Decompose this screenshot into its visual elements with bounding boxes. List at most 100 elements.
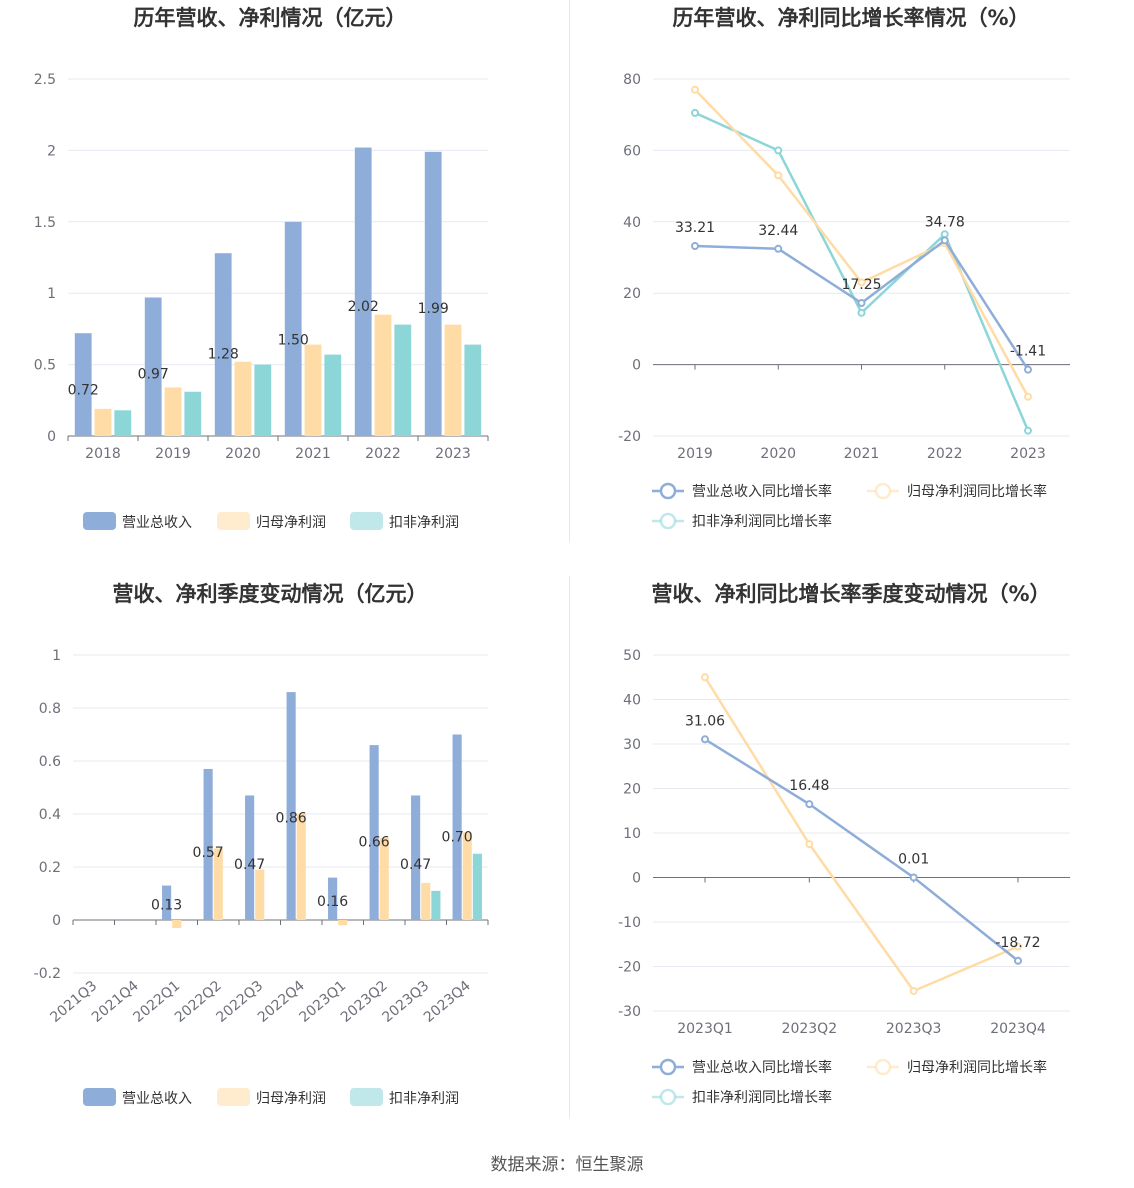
bar-deducted-profit[interactable] <box>324 354 342 436</box>
series-point[interactable] <box>701 673 709 682</box>
bar-deducted-profit[interactable] <box>184 391 202 436</box>
series-line-2[interactable] <box>694 111 1030 432</box>
bar-revenue[interactable] <box>369 745 379 920</box>
bar-deducted-profit[interactable] <box>254 364 272 436</box>
x-tick-label: 2022 <box>365 446 401 462</box>
bar-revenue[interactable] <box>328 877 338 920</box>
legend-item-0[interactable]: 营业总收入同比增长率 <box>652 1058 832 1076</box>
legend-item-1[interactable]: 归母净利润 <box>217 1088 326 1107</box>
series-point[interactable] <box>1024 365 1032 374</box>
bar-profit[interactable] <box>234 361 252 436</box>
bar-revenue[interactable] <box>162 885 172 920</box>
series-point[interactable] <box>691 242 699 251</box>
series-point[interactable] <box>691 85 699 94</box>
bar-revenue[interactable] <box>424 151 442 436</box>
legend-item-0[interactable]: 营业总收入 <box>83 512 192 531</box>
bar-profit[interactable] <box>444 324 462 436</box>
series-point[interactable] <box>940 230 949 239</box>
series-point[interactable] <box>774 171 783 180</box>
bar-profit[interactable] <box>296 814 306 920</box>
series-point[interactable] <box>774 244 783 253</box>
series-line-0[interactable] <box>704 738 1019 962</box>
x-tick-label: 2023Q1 <box>677 1021 733 1037</box>
series-point[interactable] <box>909 873 918 882</box>
y-tick-label: 80 <box>623 72 641 88</box>
y-tick-label: -20 <box>618 960 641 976</box>
data-label: 0.16 <box>317 894 348 910</box>
bar-revenue[interactable] <box>245 795 255 920</box>
y-tick-label: 0 <box>632 871 641 887</box>
bar-revenue[interactable] <box>286 692 296 920</box>
series-point[interactable] <box>691 108 699 117</box>
legend-swatch <box>217 512 250 530</box>
bar-profit[interactable] <box>462 832 472 920</box>
x-tick-label: 2022 <box>927 446 963 462</box>
line-chart-3: 营收、净利同比增长率季度变动情况（%） -30 -20 -10 0 10 20 30 40 50 2… <box>618 582 1070 1106</box>
series-point[interactable] <box>857 308 866 317</box>
y-tick-label: 40 <box>623 693 641 709</box>
legend-item-1[interactable]: 归母净利润同比增长率 <box>867 1058 1047 1076</box>
series-point[interactable] <box>940 236 949 245</box>
legend-label: 归母净利润 <box>256 514 326 531</box>
series-point[interactable] <box>857 278 866 287</box>
bar-revenue[interactable] <box>411 795 421 920</box>
bar-profit[interactable] <box>421 882 431 920</box>
y-tick-label: 20 <box>623 782 641 798</box>
series-point[interactable] <box>857 299 866 308</box>
series-point[interactable] <box>1024 426 1032 435</box>
bar-profit[interactable] <box>374 314 392 436</box>
bar-revenue[interactable] <box>284 221 302 436</box>
chart-title-2: 营收、净利季度变动情况（亿元） <box>113 582 428 606</box>
legend-label: 扣非净利润 <box>389 515 459 531</box>
bar-deducted-profit[interactable] <box>431 890 441 920</box>
bar-profit[interactable] <box>379 837 389 920</box>
legend-item-2[interactable]: 扣非净利润 <box>350 512 459 531</box>
series-point[interactable] <box>701 735 709 744</box>
series-line-1[interactable] <box>703 676 1019 993</box>
legend-label: 营业总收入 <box>122 515 192 531</box>
bar-profit[interactable] <box>213 848 223 920</box>
legend-item-2[interactable]: 扣非净利润同比增长率 <box>652 512 832 530</box>
data-source-text: 数据来源：恒生聚源 <box>490 1155 644 1175</box>
legend-item-0[interactable]: 营业总收入同比增长率 <box>652 482 832 500</box>
bar-revenue[interactable] <box>144 297 162 436</box>
data-label: 32.44 <box>758 223 798 239</box>
series-point[interactable] <box>1024 392 1032 401</box>
x-tick-label: 2023Q4 <box>990 1021 1046 1037</box>
y-tick-label: 20 <box>623 286 641 302</box>
y-tick-label: -0.2 <box>34 966 61 982</box>
series-point[interactable] <box>909 986 918 995</box>
data-label: 0.72 <box>68 383 99 399</box>
bar-profit[interactable] <box>304 344 322 436</box>
bar-profit[interactable] <box>94 408 112 436</box>
series-point[interactable] <box>774 146 783 155</box>
bar-profit[interactable] <box>172 920 182 928</box>
legend-item-2[interactable]: 扣非净利润同比增长率 <box>652 1088 832 1106</box>
bar-deducted-profit[interactable] <box>114 410 132 436</box>
x-tick-label: 2019 <box>677 446 713 462</box>
bar-deducted-profit[interactable] <box>394 324 412 436</box>
series-point[interactable] <box>1014 956 1022 965</box>
legend-item-1[interactable]: 归母净利润同比增长率 <box>867 482 1047 500</box>
legend-item-1[interactable]: 归母净利润 <box>217 512 326 531</box>
bar-profit[interactable] <box>255 869 265 920</box>
bar-revenue[interactable] <box>452 734 462 921</box>
legend-item-2[interactable]: 扣非净利润 <box>350 1088 459 1107</box>
data-source-note: 数据来源：恒生聚源 <box>0 1150 1134 1175</box>
chart-title-0: 历年营收、净利情况（亿元） <box>134 6 407 30</box>
bar-profit[interactable] <box>164 387 182 436</box>
bar-deducted-profit[interactable] <box>464 344 482 436</box>
x-tick-label: 2021 <box>844 446 880 462</box>
series-point[interactable] <box>805 840 814 849</box>
series-point[interactable] <box>1014 942 1022 951</box>
bar-revenue[interactable] <box>354 147 372 436</box>
bar-profit[interactable] <box>338 920 348 926</box>
y-tick-label: 1.5 <box>34 215 56 231</box>
bar-revenue[interactable] <box>214 253 232 436</box>
series-point[interactable] <box>805 800 814 809</box>
bar-revenue[interactable] <box>203 768 213 920</box>
bar-revenue[interactable] <box>74 333 92 436</box>
bar-deducted-profit[interactable] <box>472 853 482 920</box>
legend-item-0[interactable]: 营业总收入 <box>83 1088 192 1107</box>
legend-marker <box>874 482 892 500</box>
